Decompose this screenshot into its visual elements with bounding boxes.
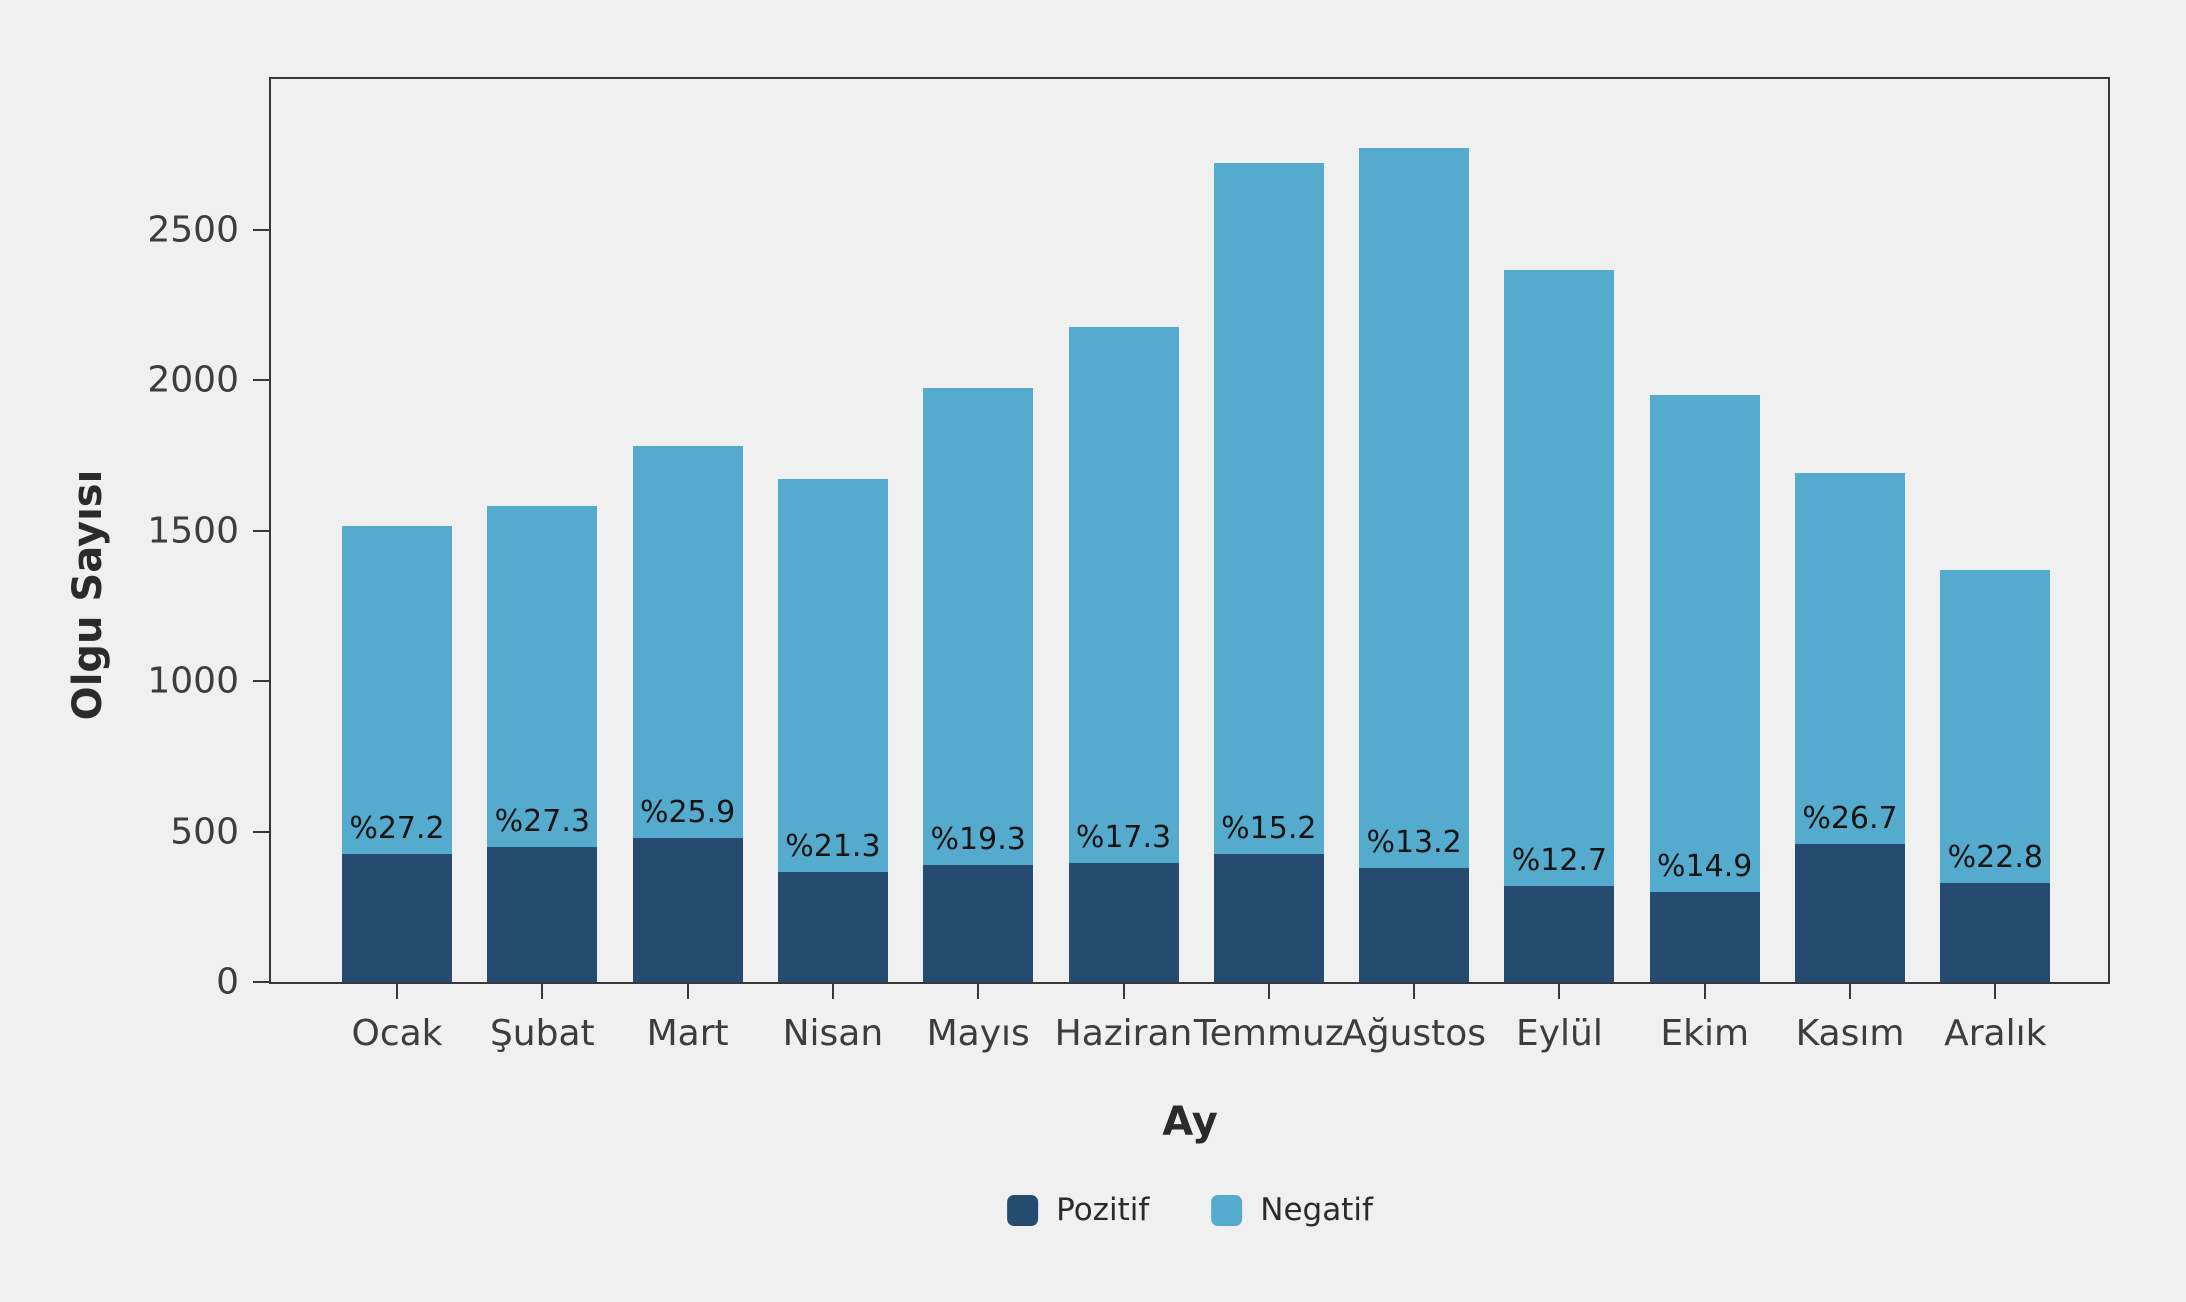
x-tick-label-Mart: Mart xyxy=(646,1013,729,1054)
bar-Eylül xyxy=(1504,270,1615,982)
y-tick-mark xyxy=(253,529,269,532)
x-tick-mark xyxy=(1267,984,1270,999)
bar-Kasım xyxy=(1795,473,1905,982)
x-axis-title: Ay xyxy=(1162,1099,1218,1145)
bar-Mart xyxy=(632,446,743,982)
percent-label: %15.2 xyxy=(1221,811,1317,847)
x-tick-label-Ağustos: Ağustos xyxy=(1342,1013,1487,1054)
x-tick-label-Ekim: Ekim xyxy=(1660,1013,1750,1054)
segment-pozitif xyxy=(1940,882,2051,982)
segment-negatif xyxy=(1940,569,2051,883)
x-tick-mark xyxy=(977,984,980,999)
legend-label-pozitif: Pozitif xyxy=(1056,1192,1150,1228)
bar-Nisan xyxy=(777,479,888,982)
x-tick-mark xyxy=(1703,984,1706,999)
percent-label: %27.2 xyxy=(349,811,445,847)
x-tick-mark xyxy=(686,984,689,999)
y-tick-mark xyxy=(253,680,269,682)
segment-pozitif xyxy=(632,837,743,982)
segment-negatif xyxy=(1213,163,1324,855)
bar-Ekim xyxy=(1649,395,1760,982)
bar-Ağustos xyxy=(1359,148,1470,982)
segment-pozitif xyxy=(1213,854,1324,982)
x-tick-mark xyxy=(1558,984,1561,999)
x-tick-mark xyxy=(831,984,834,999)
segment-pozitif xyxy=(487,846,598,982)
segment-negatif xyxy=(1068,327,1179,864)
x-tick-label-Nisan: Nisan xyxy=(782,1013,884,1054)
y-tick-label: 1000 xyxy=(147,660,239,702)
segment-pozitif xyxy=(923,864,1034,982)
plot-panel: 0 500 1000 1500 2000 2500 %27.2 %27.3 %25.9 %21.… xyxy=(147,77,2110,1054)
legend-swatch-pozitif xyxy=(1007,1194,1039,1226)
segment-pozitif xyxy=(1359,867,1470,982)
y-tick-mark xyxy=(253,981,269,983)
segment-pozitif xyxy=(1649,891,1760,982)
percent-label: %21.3 xyxy=(785,829,881,865)
segment-negatif xyxy=(1504,270,1615,886)
percent-label: %25.9 xyxy=(639,794,736,830)
percent-label: %13.2 xyxy=(1366,824,1462,860)
percent-label: %19.3 xyxy=(930,821,1026,857)
segment-negatif xyxy=(632,446,743,838)
segment-negatif xyxy=(487,506,598,847)
segment-negatif xyxy=(342,526,452,855)
percent-label: %22.8 xyxy=(1947,839,2043,875)
percent-label: %27.3 xyxy=(494,803,590,839)
percent-label: %26.7 xyxy=(1802,800,1898,836)
x-tick-mark xyxy=(541,984,544,999)
segment-negatif xyxy=(923,387,1034,865)
x-tick-label-Şubat: Şubat xyxy=(489,1013,595,1054)
x-tick-mark xyxy=(1994,984,1997,999)
x-tick-label-Temmuz: Temmuz xyxy=(1193,1013,1344,1054)
y-axis-title: Olgu Sayısı xyxy=(65,469,111,721)
y-tick-label: 2000 xyxy=(147,359,239,401)
segment-pozitif xyxy=(1068,863,1179,982)
segment-negatif xyxy=(1795,473,1905,844)
y-tick-label: 500 xyxy=(170,811,239,852)
segment-negatif xyxy=(1649,395,1760,892)
bar-Aralık xyxy=(1940,569,2051,982)
segment-pozitif xyxy=(777,872,888,982)
legend-item-pozitif: Pozitif xyxy=(1007,1192,1149,1228)
segment-negatif xyxy=(1359,148,1470,868)
x-tick-label-Mayıs: Mayıs xyxy=(926,1013,1030,1054)
segment-pozitif xyxy=(1795,843,1905,982)
percent-label: %12.7 xyxy=(1511,842,1608,878)
segment-pozitif xyxy=(1504,885,1615,982)
legend-item-negatif: Negatif xyxy=(1211,1192,1373,1228)
y-tick-label: 1500 xyxy=(147,510,239,551)
bar-Ocak xyxy=(342,526,452,982)
x-tick-label-Ocak: Ocak xyxy=(351,1013,443,1054)
y-tick-mark xyxy=(253,830,269,833)
x-tick-label-Aralık: Aralık xyxy=(1944,1013,2047,1054)
y-tick-mark xyxy=(253,228,269,231)
legend-swatch-negatif xyxy=(1211,1194,1243,1226)
bar-Şubat xyxy=(487,506,598,982)
x-tick-label-Eylül: Eylül xyxy=(1515,1013,1603,1054)
legend-label-negatif: Negatif xyxy=(1260,1192,1373,1228)
x-tick-mark xyxy=(396,984,398,999)
segment-negatif xyxy=(777,479,888,873)
x-tick-mark xyxy=(1122,984,1125,999)
x-tick-mark xyxy=(1849,984,1851,999)
x-tick-label-Kasım: Kasım xyxy=(1795,1013,1905,1054)
x-tick-label-Haziran: Haziran xyxy=(1054,1013,1193,1054)
legend: Pozitif Negatif xyxy=(1007,1192,1373,1228)
segment-pozitif xyxy=(342,854,452,982)
x-tick-mark xyxy=(1413,984,1416,999)
bar-Haziran xyxy=(1068,327,1179,982)
y-tick-label: 2500 xyxy=(147,209,239,250)
percent-label: %17.3 xyxy=(1075,820,1172,856)
bar-Temmuz xyxy=(1213,163,1324,982)
bar-Mayıs xyxy=(923,387,1034,982)
y-tick-label: 0 xyxy=(216,961,239,1003)
percent-label: %14.9 xyxy=(1657,848,1753,884)
y-tick-mark xyxy=(253,379,269,381)
